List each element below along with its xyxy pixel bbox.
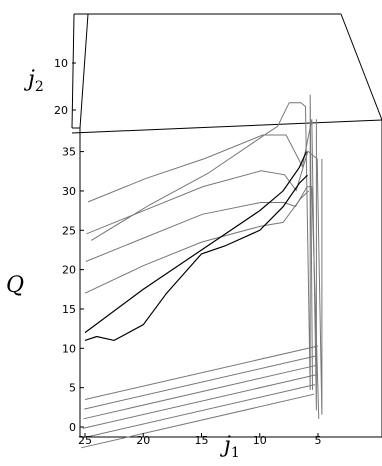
z-tick-label: 30 [62,185,76,198]
box-edge-8 [71,119,382,134]
series-line-11 [81,384,316,439]
x-tick-label: 20 [136,434,150,447]
series-line-1 [87,119,317,411]
x-tick-label: 10 [253,434,267,447]
x-tick-label: 25 [78,434,92,447]
series-line-12 [81,393,315,449]
bounding-box [71,13,382,438]
series-line-0 [90,94,313,390]
series-line-9 [83,364,317,420]
series-line-8 [84,355,318,410]
y-axis-label: j2 [23,67,44,95]
series-line-5 [84,174,308,342]
x-tick-label: 5 [315,434,322,447]
z-tick-label: 15 [62,303,76,316]
series-line-2 [86,150,323,415]
series-line-4 [84,190,310,294]
z-tick-label: 0 [69,421,76,434]
series-line-6 [84,151,307,334]
z-tick-label: 35 [62,146,76,159]
x-tick-label: 15 [195,434,209,447]
z-tick-label: 5 [69,382,76,395]
data-lines [81,94,323,449]
series-line-10 [82,374,316,429]
box-edge-9 [79,13,89,129]
z-axis-label: Q [6,273,24,298]
series-line-7 [84,345,319,400]
y-tick-label: 20 [54,104,68,117]
series-line-3 [85,186,320,419]
box-edge-6 [71,13,75,129]
z-tick-label: 10 [62,342,76,355]
z-tick-label: 25 [62,224,76,237]
axes: 0 5 10 15 20 25 30 35 25 20 15 10 5 10 20 [54,57,322,447]
z-tick-label: 20 [62,264,76,277]
box-edge-1 [340,13,382,121]
y-tick-label: 10 [54,57,68,70]
